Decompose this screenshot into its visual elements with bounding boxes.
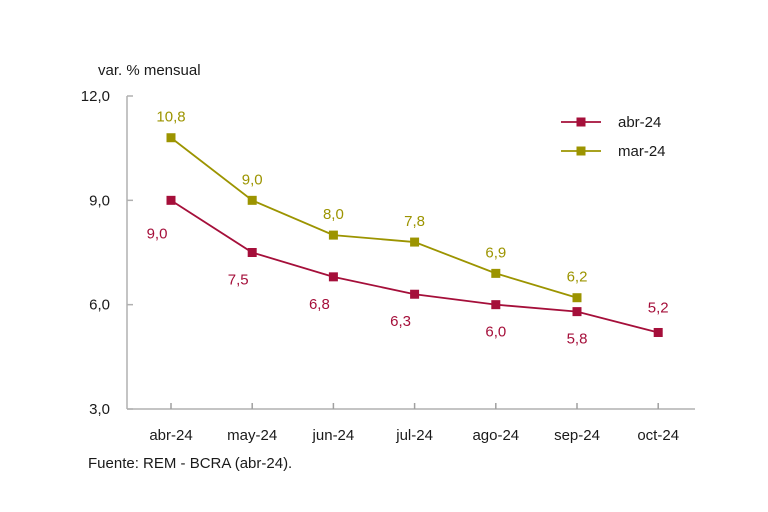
- y-tick-label: 12,0: [81, 88, 110, 105]
- data-point: [328, 230, 338, 240]
- data-label: 6,9: [485, 244, 506, 261]
- series-mar-24: 10,8 9,0 8,0 7,8 6,9 6,2: [156, 109, 588, 303]
- series-abr-24: 9,0 7,5 6,8 6,3 6,0 5,8 5,2: [147, 195, 669, 348]
- legend: abr-24 mar-24: [561, 114, 666, 160]
- data-label: 10,8: [156, 109, 185, 126]
- legend-entry-abr-24: abr-24: [561, 114, 661, 131]
- data-label: 6,2: [567, 269, 588, 286]
- data-point: [247, 248, 257, 257]
- data-point: [572, 307, 582, 317]
- y-tick-label: 3,0: [89, 401, 110, 418]
- x-tick-label: jun-24: [312, 427, 355, 444]
- x-tick-label: may-24: [227, 427, 277, 444]
- legend-label: mar-24: [618, 143, 666, 160]
- x-tick-label: abr-24: [149, 427, 192, 444]
- y-tick-labels: 3,0 6,0 9,0 12,0: [81, 88, 110, 418]
- data-label: 5,2: [648, 299, 669, 316]
- x-tick-label: oct-24: [637, 427, 679, 444]
- data-point: [491, 268, 501, 278]
- y-tick-label: 6,0: [89, 297, 110, 314]
- series-group: 9,0 7,5 6,8 6,3 6,0 5,8 5,2 10,8 9,0 8,0 7,8 6,9 6,2: [147, 109, 669, 348]
- data-point: [410, 237, 420, 247]
- x-tick-labels: abr-24 may-24 jun-24 jul-24 ago-24 sep-24 oct-…: [149, 427, 679, 444]
- y-axis-title: var. % mensual: [98, 62, 201, 79]
- legend-label: abr-24: [618, 114, 661, 131]
- data-label: 9,0: [242, 171, 263, 188]
- y-tick-label: 9,0: [89, 192, 110, 209]
- x-tick-label: sep-24: [554, 427, 600, 444]
- data-point: [572, 293, 582, 303]
- legend-marker: [576, 146, 586, 156]
- data-label: 6,3: [390, 313, 411, 330]
- data-label: 5,8: [567, 331, 588, 348]
- series-line: [170, 137, 578, 299]
- data-point: [410, 289, 420, 299]
- data-point: [247, 195, 257, 205]
- axes: [126, 95, 695, 410]
- data-label: 8,0: [323, 206, 344, 223]
- legend-marker: [576, 117, 586, 127]
- source-note: Fuente: REM - BCRA (abr-24).: [88, 455, 292, 472]
- x-tick-label: jul-24: [395, 427, 433, 444]
- data-label: 9,0: [147, 225, 168, 242]
- data-point: [653, 327, 663, 337]
- x-tick-label: ago-24: [472, 427, 519, 444]
- data-label: 7,8: [404, 213, 425, 230]
- legend-entry-mar-24: mar-24: [561, 143, 666, 160]
- data-point: [491, 300, 501, 310]
- data-label: 6,0: [485, 324, 506, 341]
- data-label: 7,5: [228, 272, 249, 289]
- data-point: [328, 272, 338, 282]
- data-label: 6,8: [309, 296, 330, 313]
- data-point: [166, 195, 176, 205]
- data-point: [166, 133, 176, 143]
